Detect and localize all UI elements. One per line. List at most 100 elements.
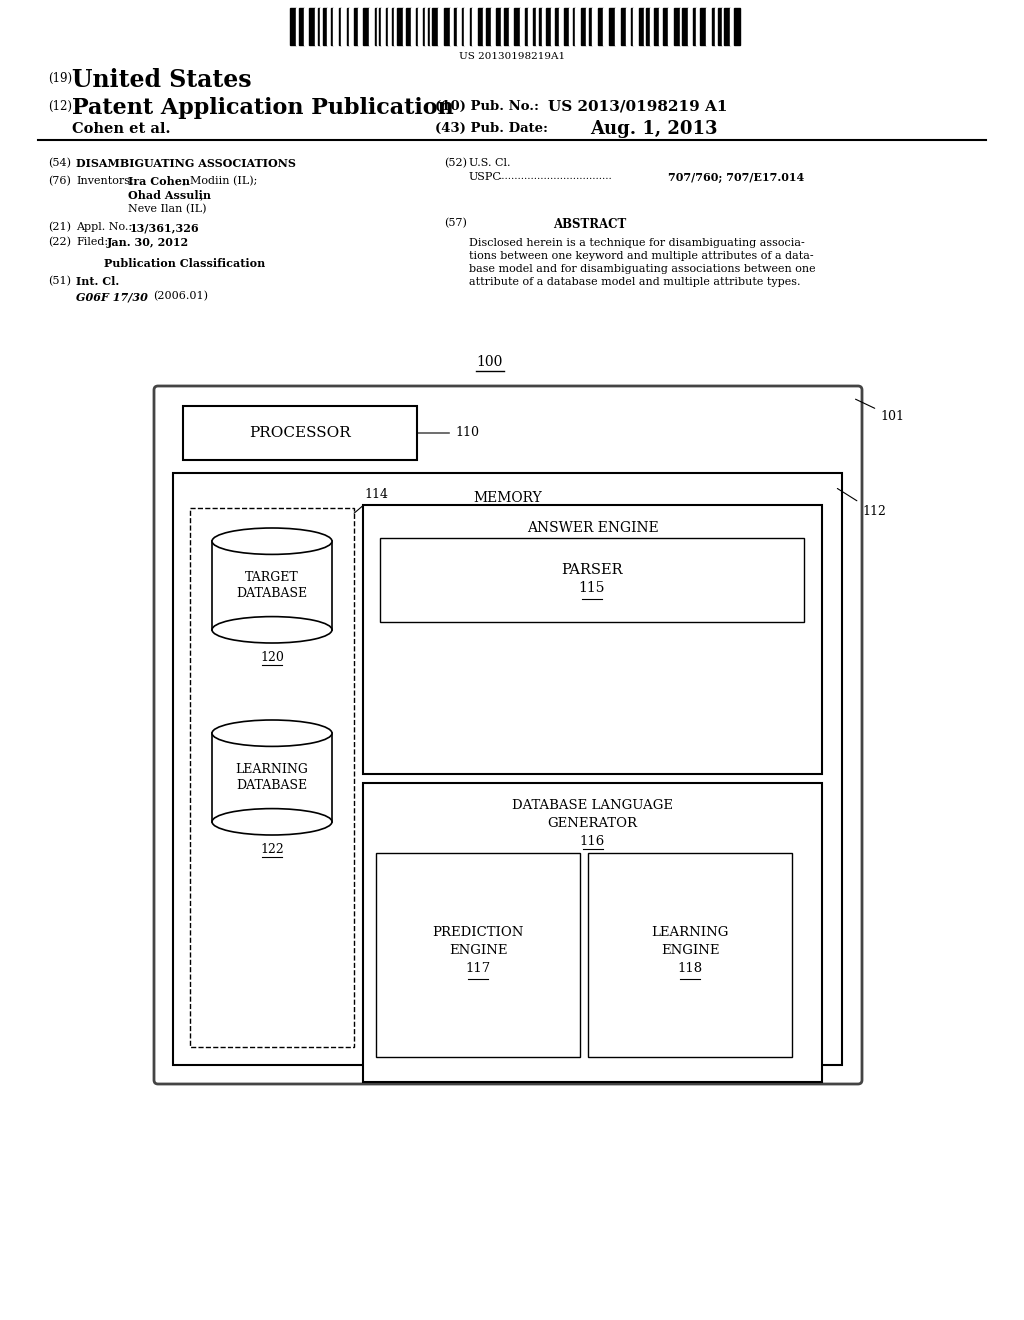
Bar	[504, 8, 509, 45]
Bar	[464, 8, 470, 45]
Text: LEARNING: LEARNING	[236, 763, 308, 776]
Bar	[490, 8, 496, 45]
Text: 115: 115	[579, 581, 605, 595]
Bar	[212, 733, 332, 822]
Text: ENGINE: ENGINE	[449, 944, 507, 957]
Bar	[586, 8, 589, 45]
Text: PROCESSOR: PROCESSOR	[249, 426, 351, 440]
Bar	[712, 8, 715, 45]
Bar	[486, 8, 490, 45]
Text: attribute of a database model and multiple attribute types.: attribute of a database model and multip…	[469, 277, 801, 286]
FancyBboxPatch shape	[173, 473, 842, 1065]
Bar	[693, 8, 696, 45]
Bar	[514, 8, 520, 45]
Bar	[564, 8, 569, 45]
Bar	[428, 8, 430, 45]
Text: ANSWER ENGINE: ANSWER ENGINE	[526, 521, 658, 535]
Bar	[296, 8, 299, 45]
Bar	[432, 8, 438, 45]
Text: MEMORY: MEMORY	[473, 491, 542, 506]
Bar	[621, 8, 626, 45]
Text: Cohen et al.: Cohen et al.	[72, 121, 171, 136]
Text: Neve Ilan (IL): Neve Ilan (IL)	[128, 205, 207, 214]
FancyBboxPatch shape	[183, 407, 417, 459]
Bar	[386, 8, 388, 45]
Text: ...................................: ...................................	[498, 172, 611, 181]
Bar	[525, 8, 528, 45]
Text: 120: 120	[260, 651, 284, 664]
Bar	[631, 8, 633, 45]
Text: Ira Cohen: Ira Cohen	[128, 176, 190, 187]
Text: G06F 17/30: G06F 17/30	[76, 290, 147, 302]
Text: (22): (22)	[48, 238, 71, 247]
Text: Ohad Assulin: Ohad Assulin	[128, 190, 211, 201]
Text: 112: 112	[838, 488, 886, 517]
Bar	[663, 8, 668, 45]
Text: 116: 116	[580, 836, 605, 847]
Bar	[589, 8, 592, 45]
Text: 100: 100	[477, 355, 503, 370]
Bar	[592, 8, 598, 45]
Bar	[379, 8, 381, 45]
Text: Inventors:: Inventors:	[76, 176, 134, 186]
Bar	[319, 8, 323, 45]
Bar	[534, 8, 536, 45]
Text: U.S. Cl.: U.S. Cl.	[469, 158, 511, 168]
Text: 118: 118	[678, 962, 702, 975]
Bar	[668, 8, 674, 45]
Text: 117: 117	[465, 962, 490, 975]
Text: (12): (12)	[48, 100, 72, 114]
Text: (52): (52)	[444, 158, 467, 169]
Bar	[339, 8, 341, 45]
Bar	[724, 8, 730, 45]
Bar	[581, 8, 586, 45]
Bar	[323, 8, 327, 45]
Bar	[454, 8, 457, 45]
Text: tions between one keyword and multiple attributes of a data-: tions between one keyword and multiple a…	[469, 251, 814, 261]
Bar	[462, 8, 464, 45]
Bar	[615, 8, 621, 45]
Text: (57): (57)	[444, 218, 467, 228]
Bar	[483, 8, 486, 45]
Text: Aug. 1, 2013: Aug. 1, 2013	[590, 120, 718, 139]
Bar	[457, 8, 462, 45]
Bar	[501, 8, 504, 45]
Text: US 20130198219A1: US 20130198219A1	[459, 51, 565, 61]
Bar	[403, 8, 406, 45]
Text: 110: 110	[418, 426, 479, 440]
Bar	[718, 8, 722, 45]
Bar	[682, 8, 688, 45]
Text: Publication Classification: Publication Classification	[104, 257, 265, 269]
Bar	[546, 8, 551, 45]
Bar	[539, 8, 542, 45]
Bar	[369, 8, 375, 45]
Bar	[639, 8, 644, 45]
Text: DATABASE LANGUAGE: DATABASE LANGUAGE	[512, 799, 673, 812]
Bar	[341, 8, 347, 45]
Text: Jan. 30, 2012: Jan. 30, 2012	[106, 238, 189, 248]
Bar	[674, 8, 680, 45]
Text: base model and for disambiguating associations between one: base model and for disambiguating associ…	[469, 264, 816, 275]
FancyBboxPatch shape	[380, 539, 804, 622]
Text: United States: United States	[72, 69, 252, 92]
Bar	[438, 8, 444, 45]
Bar	[520, 8, 525, 45]
Bar	[397, 8, 403, 45]
FancyBboxPatch shape	[376, 853, 580, 1057]
Text: 13/361,326: 13/361,326	[130, 222, 200, 234]
Text: (19): (19)	[48, 73, 72, 84]
Bar	[381, 8, 386, 45]
Bar	[659, 8, 663, 45]
Text: (51): (51)	[48, 276, 71, 286]
Bar	[650, 8, 654, 45]
Bar	[309, 8, 315, 45]
Bar	[573, 8, 575, 45]
Bar	[575, 8, 581, 45]
FancyBboxPatch shape	[154, 385, 862, 1084]
Text: Filed:: Filed:	[76, 238, 109, 247]
Text: ,: ,	[200, 190, 204, 201]
Ellipse shape	[212, 809, 332, 836]
Bar	[626, 8, 631, 45]
Text: DATABASE: DATABASE	[237, 779, 307, 792]
Text: Appl. No.:: Appl. No.:	[76, 222, 132, 232]
